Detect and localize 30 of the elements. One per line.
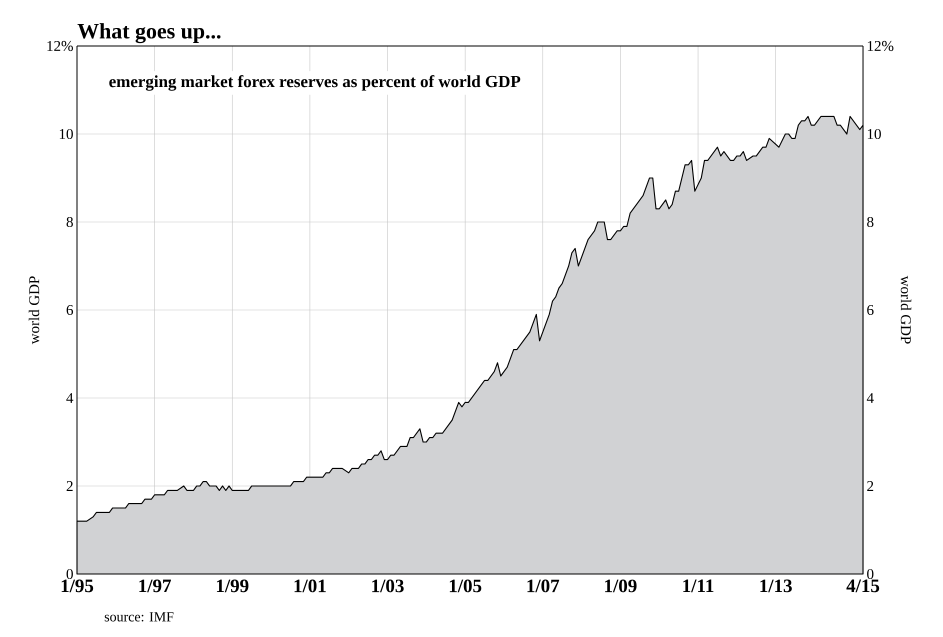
y-tick-label: 8 [66,216,73,228]
y-tick-label: 6 [66,304,74,316]
x-tick-label: 1/07 [527,580,560,592]
y-tick-label: 10 [60,128,73,140]
y2-tick-label: 4 [866,393,874,403]
y2-tick-label: 0 [867,568,874,580]
y-tick-label: 2 [66,481,73,491]
y-tick-label: 4 [66,393,74,403]
y-tick-label: 0 [66,568,73,580]
x-tick-label: 4/15 [846,580,880,592]
y2-tick-label: 8 [867,216,874,228]
x-tick-label: 1/11 [683,580,714,592]
x-tick-label: 1/03 [372,580,404,592]
y-axis-title: world GDP [28,276,40,344]
y2-tick-label: 6 [867,304,874,316]
x-tick-label: 1/05 [450,580,482,592]
source-note: source: IMF [104,612,174,622]
x-tick-label: 1/95 [62,580,94,592]
x-tick-label: 1/97 [139,580,171,592]
y2-tick-label: 10 [868,128,881,140]
text: emerging market forex reserves as percent of world GDP [109,75,520,91]
chart-title: What goes up... [78,23,221,44]
x-tick-label: 1/99 [216,580,248,592]
x-tick-label: 1/13 [760,580,792,592]
y2-tick-label: 12% [868,40,894,52]
x-tick-label: 1/09 [605,580,637,592]
y-tick-label: 12% [47,40,73,52]
y2-tick-label: 2 [867,481,874,491]
y2-axis-title: world GDP [900,276,912,344]
x-tick-label: 1/01 [294,580,326,592]
